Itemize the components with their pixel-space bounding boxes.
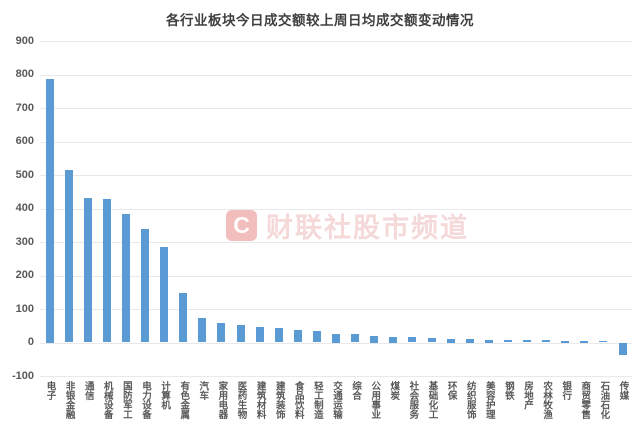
bar bbox=[561, 340, 570, 343]
bar bbox=[179, 292, 188, 343]
chart-title: 各行业板块今日成交额较上周日均成交额变动情况 bbox=[166, 13, 474, 28]
bar bbox=[217, 323, 226, 343]
bar bbox=[542, 340, 551, 343]
bar bbox=[427, 337, 436, 343]
x-axis-category-label: 电子 bbox=[44, 381, 56, 400]
y-axis-tick-label: 400 bbox=[15, 202, 34, 214]
x-axis-category-label: 机械设备 bbox=[101, 381, 113, 419]
bar bbox=[141, 229, 149, 343]
y-axis-tick-label: 600 bbox=[15, 135, 34, 147]
x-axis-category-label: 非银金融 bbox=[63, 381, 75, 419]
x-axis-category-label: 电力设备 bbox=[140, 381, 151, 419]
x-axis-category-label: 轻工制造 bbox=[311, 381, 323, 419]
bar bbox=[370, 335, 379, 343]
bar bbox=[83, 197, 92, 343]
y-axis-tick-label: 0 bbox=[27, 336, 34, 348]
gridline bbox=[40, 175, 632, 176]
x-axis-category-label: 社会服务 bbox=[407, 381, 419, 419]
bar bbox=[484, 339, 493, 343]
bar bbox=[618, 342, 627, 355]
x-axis-category-label: 计算机 bbox=[159, 381, 171, 410]
bar bbox=[274, 328, 283, 343]
gridline bbox=[40, 208, 632, 210]
x-axis-category-label: 建筑装饰 bbox=[273, 381, 285, 419]
bar bbox=[446, 338, 455, 343]
x-axis-category-label: 交通运输 bbox=[331, 381, 342, 419]
bar bbox=[523, 340, 531, 343]
bar bbox=[408, 337, 417, 343]
bar bbox=[389, 336, 398, 343]
x-axis-category-label: 公用事业 bbox=[369, 381, 381, 419]
bar bbox=[351, 334, 360, 343]
bar bbox=[465, 339, 474, 343]
gridline bbox=[40, 242, 632, 243]
bar bbox=[255, 327, 264, 343]
bar bbox=[293, 329, 302, 343]
watermark-text: 财联社股市频道 bbox=[266, 213, 469, 243]
bar bbox=[580, 340, 589, 343]
x-axis-category-label: 通信 bbox=[82, 381, 94, 400]
x-axis-category-label: 煤炭 bbox=[388, 381, 400, 400]
gridline bbox=[40, 342, 632, 344]
y-axis-tick-label: 100 bbox=[15, 302, 34, 315]
gridline bbox=[40, 275, 632, 277]
gridline bbox=[40, 376, 632, 377]
bar bbox=[236, 325, 245, 343]
x-axis-category-label: 农林牧渔 bbox=[541, 381, 553, 419]
x-axis-category-label: 纺织服饰 bbox=[464, 381, 476, 419]
bar bbox=[599, 340, 608, 343]
x-axis-category-label: 家用电器 bbox=[216, 381, 228, 419]
y-axis-tick-label: -100 bbox=[11, 369, 34, 382]
y-axis-tick-label: 300 bbox=[15, 235, 34, 248]
bar bbox=[332, 333, 340, 343]
gridline bbox=[40, 108, 632, 109]
x-axis-category-label: 国防军工 bbox=[120, 381, 132, 419]
y-axis-tick-label: 800 bbox=[15, 68, 34, 80]
x-axis-category-label: 商贸零售 bbox=[579, 381, 591, 419]
gridline bbox=[40, 141, 632, 143]
bar bbox=[121, 213, 130, 343]
gridline bbox=[40, 74, 632, 76]
x-axis-category-label: 环保 bbox=[445, 381, 457, 400]
y-axis-tick-label: 500 bbox=[15, 168, 34, 181]
y-axis-tick-label: 900 bbox=[15, 34, 34, 47]
x-axis-category-label: 综合 bbox=[350, 381, 362, 400]
x-axis-category-label: 有色金属 bbox=[178, 381, 190, 419]
x-axis-category-label: 传媒 bbox=[617, 381, 629, 400]
gridline bbox=[40, 309, 632, 310]
bar bbox=[64, 170, 73, 343]
x-axis-category-label: 建筑材料 bbox=[254, 381, 266, 419]
x-axis-category-label: 美容护理 bbox=[483, 381, 495, 419]
watermark: C 财联社股市频道 bbox=[226, 206, 469, 245]
watermark-logo-icon: C bbox=[226, 210, 257, 241]
x-axis-category-label: 钢铁 bbox=[502, 381, 514, 400]
bar bbox=[503, 339, 512, 343]
y-axis-tick-label: 700 bbox=[15, 101, 34, 114]
x-axis-category-label: 基础化工 bbox=[426, 381, 438, 419]
y-axis-tick-label: 200 bbox=[15, 269, 34, 281]
x-axis-category-label: 汽车 bbox=[197, 381, 209, 400]
bar bbox=[160, 246, 169, 343]
x-axis-category-label: 食品饮料 bbox=[292, 381, 304, 419]
x-axis-category-label: 医药生物 bbox=[235, 381, 247, 419]
x-axis-category-label: 房地产 bbox=[522, 381, 533, 410]
bar bbox=[198, 318, 207, 343]
bar bbox=[102, 199, 111, 343]
bar bbox=[312, 331, 321, 343]
x-axis-category-label: 石油石化 bbox=[598, 381, 610, 419]
gridline bbox=[40, 41, 632, 42]
bar bbox=[45, 78, 54, 343]
x-axis-category-label: 银行 bbox=[560, 381, 572, 400]
